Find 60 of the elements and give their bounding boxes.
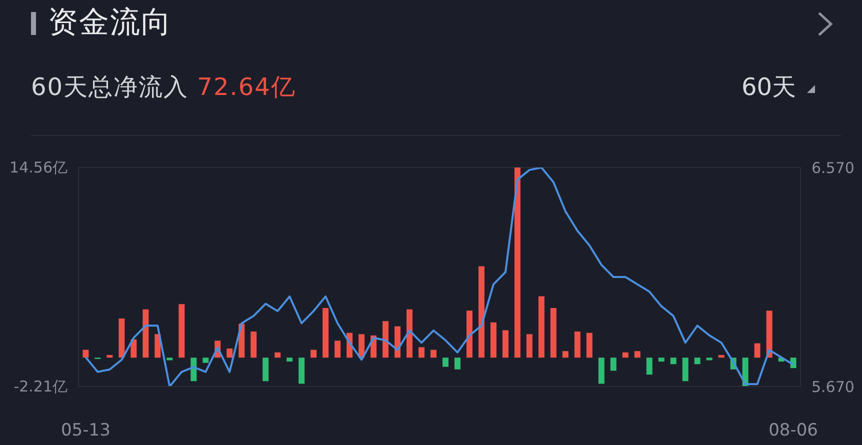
bar <box>478 266 484 358</box>
text: 60天 <box>741 72 796 102</box>
bar <box>106 355 113 358</box>
chart-subtitle: 60天总净流入 72.64亿 <box>31 73 296 101</box>
line-series <box>84 168 794 386</box>
bar <box>622 352 628 358</box>
bar <box>610 358 616 371</box>
bar <box>262 358 269 382</box>
bar <box>574 332 580 358</box>
bar <box>706 358 712 360</box>
x-tick-label: 05-13 <box>60 420 110 440</box>
bar <box>634 351 640 358</box>
bar <box>682 358 688 382</box>
bar <box>82 350 89 358</box>
bar <box>286 358 293 362</box>
bar <box>442 358 448 367</box>
bar <box>526 334 532 358</box>
bar <box>142 309 149 358</box>
bar <box>586 332 592 358</box>
bar <box>430 350 436 358</box>
bar <box>766 310 772 358</box>
bar <box>502 330 508 358</box>
bar <box>514 168 520 358</box>
y2-tick-label: 6.570 <box>812 159 854 177</box>
x-tick-label: 08-06 <box>768 420 818 440</box>
bar <box>598 358 604 384</box>
y-tick-label: -2.21亿 <box>14 378 68 396</box>
bar <box>154 334 161 358</box>
y-tick-label: 14.56亿 <box>10 158 68 176</box>
bar <box>202 358 209 363</box>
y2-tick-label: 5.670 <box>812 378 854 396</box>
bar <box>178 304 185 358</box>
bar <box>274 352 281 358</box>
bar <box>538 296 544 358</box>
bar <box>118 318 125 358</box>
bar <box>130 339 137 358</box>
bar <box>754 343 760 358</box>
bar <box>358 334 365 358</box>
bar <box>226 348 233 358</box>
bar <box>454 358 460 370</box>
bar <box>322 308 329 358</box>
bar <box>550 308 556 358</box>
bar <box>310 350 317 358</box>
bar <box>190 358 197 382</box>
bar <box>490 322 496 358</box>
chart-title: 资金流向 <box>48 4 172 42</box>
bar <box>298 358 305 384</box>
bar <box>334 340 341 358</box>
bar <box>670 358 676 364</box>
bar <box>418 347 425 358</box>
bar <box>658 358 664 362</box>
bar <box>718 355 724 358</box>
bar <box>646 358 652 375</box>
bar <box>466 310 472 358</box>
bar <box>250 332 257 358</box>
bar <box>166 358 173 360</box>
bar <box>406 309 413 358</box>
bar <box>694 358 700 364</box>
bar <box>562 351 568 358</box>
bar <box>382 321 389 358</box>
